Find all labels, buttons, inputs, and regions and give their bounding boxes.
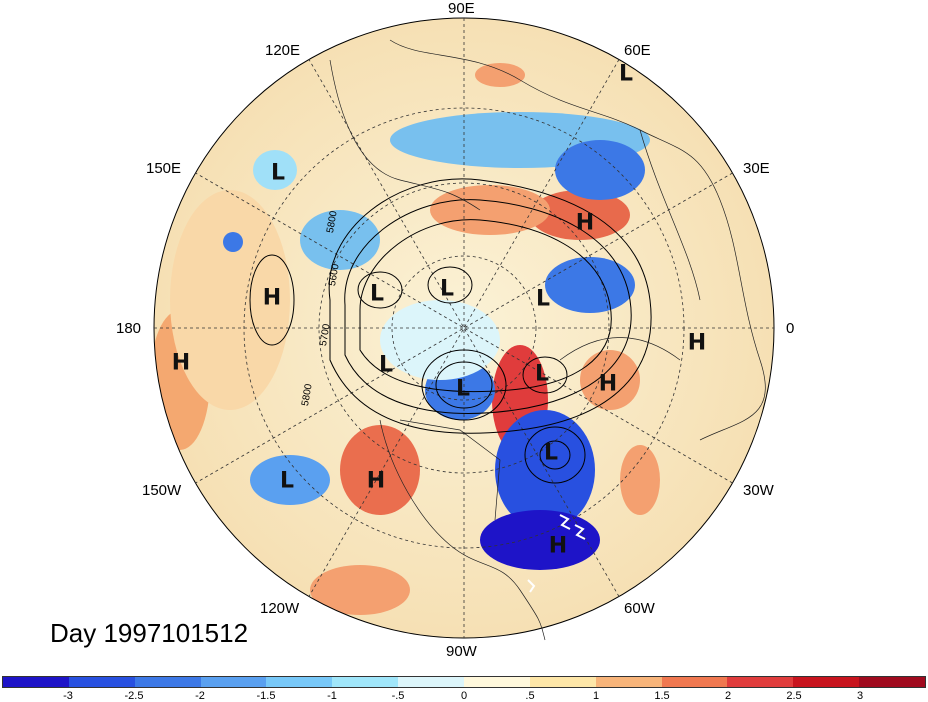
colorbar-tick-label: -3 [63, 690, 73, 702]
high-marker: H [687, 330, 707, 356]
lon-label-60w: 60W [624, 600, 655, 617]
colorbar-cell [200, 677, 267, 687]
lon-label-30w: 30W [743, 482, 774, 499]
colorbar-tick-label: 0 [460, 690, 468, 702]
colorbar-tick-label: -2.5 [124, 690, 144, 702]
low-marker: L [535, 286, 551, 312]
colorbar-tick-label: 1 [592, 690, 600, 702]
high-marker: H [262, 285, 282, 311]
colorbar-cell [398, 677, 465, 687]
colorbar-cell [68, 677, 135, 687]
coastlines [329, 39, 766, 641]
colorbar-cell [3, 677, 69, 687]
colorbar-cell [859, 677, 926, 687]
low-marker: L [378, 352, 394, 378]
colorbar-cell [595, 677, 662, 687]
lon-label-90e: 90E [448, 0, 475, 17]
day-label: Day 1997101512 [50, 618, 249, 648]
colorbar [2, 676, 926, 688]
lon-label-150e: 150E [146, 160, 182, 177]
colorbar-cell [464, 677, 530, 687]
low-marker: L [439, 276, 455, 302]
lon-label-60e: 60E [624, 42, 651, 59]
anomaly-field [154, 18, 774, 638]
colorbar-tick-label: 2 [724, 690, 732, 702]
high-marker: H [575, 210, 595, 236]
lon-label-90w: 90W [446, 643, 477, 660]
high-marker: H [548, 533, 568, 559]
low-marker: L [455, 376, 471, 402]
lon-label-120e: 120E [265, 42, 301, 59]
lon-label-150w: 150W [142, 482, 182, 499]
lon-label-120w: 120W [260, 600, 300, 617]
high-marker: H [366, 468, 386, 494]
colorbar-cell [529, 677, 596, 687]
low-marker: L [369, 281, 385, 307]
meridians [154, 18, 774, 638]
low-marker: L [543, 440, 559, 466]
lon-label-180: 180 [116, 320, 142, 337]
lon-label-0: 0 [786, 320, 795, 337]
low-marker: L [534, 361, 550, 387]
low-marker: L [618, 61, 634, 87]
colorbar-cell [266, 677, 333, 687]
colorbar-cell [793, 677, 860, 687]
high-marker: H [171, 350, 191, 376]
colorbar-tick-label: 1.5 [654, 690, 670, 702]
colorbar-tick-label: -1 [327, 690, 337, 702]
height-contours [249, 178, 652, 484]
colorbar-cell [134, 677, 201, 687]
high-marker: H [598, 371, 618, 397]
low-marker: L [270, 160, 286, 186]
colorbar-cell [332, 677, 399, 687]
colorbar-tick-label: -2 [195, 690, 205, 702]
low-marker: L [279, 468, 295, 494]
colorbar-tick-label: -1.5 [256, 690, 276, 702]
storm-marks [527, 514, 586, 593]
colorbar-tick-label: -.5 [391, 690, 405, 702]
colorbar-tick-label: 2.5 [786, 690, 802, 702]
lon-label-30e: 30E [743, 160, 770, 177]
colorbar-cell [727, 677, 794, 687]
colorbar-tick-label: .5 [525, 690, 535, 702]
colorbar-cell [661, 677, 728, 687]
colorbar-tick-label: 3 [856, 690, 864, 702]
